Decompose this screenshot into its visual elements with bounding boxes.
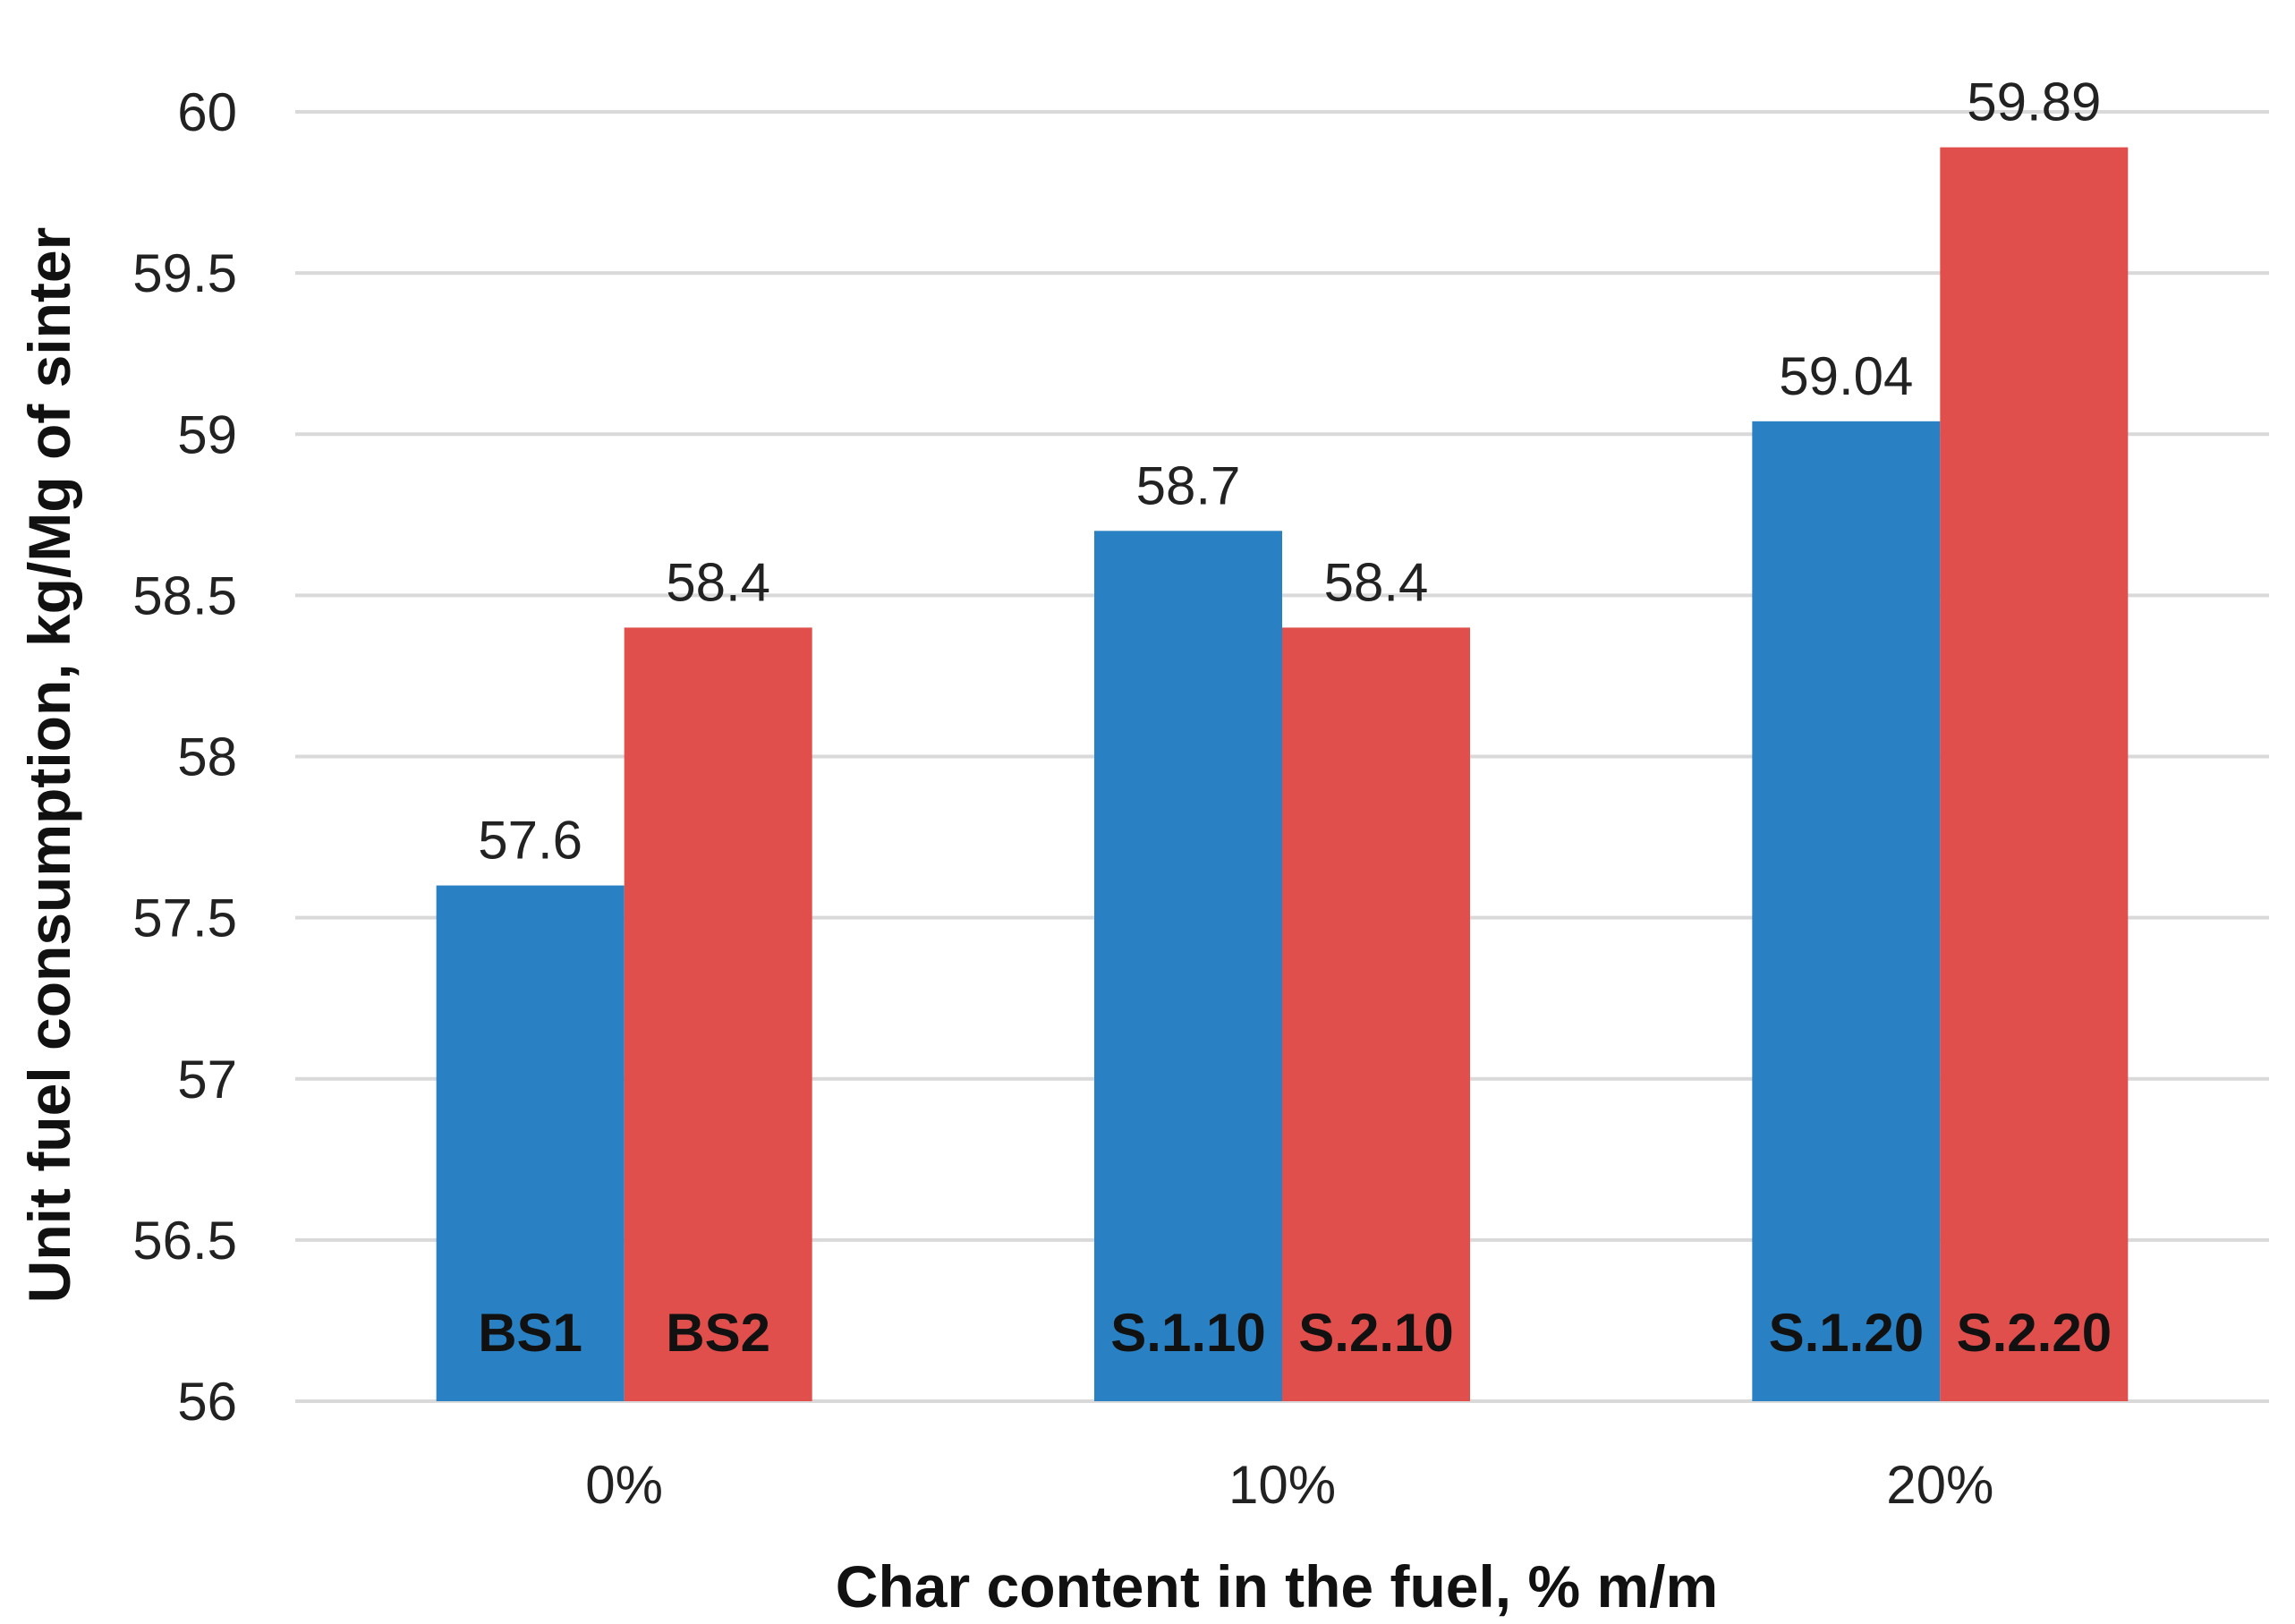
sample-label: S.1.10 — [1110, 1303, 1265, 1363]
data-label: 59.89 — [1967, 72, 2101, 132]
sample-label: S.1.20 — [1769, 1303, 1924, 1363]
value-labels: 57.6 58.4 58.7 58.4 59.04 59.89 — [478, 72, 2101, 871]
x-tick-label: 20% — [1886, 1455, 1993, 1515]
data-label: 59.04 — [1779, 346, 1913, 406]
y-tick-label: 57.5 — [132, 889, 237, 948]
x-axis-title: Char content in the fuel, % m/m — [836, 1553, 1718, 1620]
sample-label: S.2.20 — [1957, 1303, 2112, 1363]
sample-label: BS1 — [478, 1303, 582, 1363]
data-label: 57.6 — [478, 811, 582, 871]
bar — [436, 885, 625, 1401]
sample-labels: BS1 BS2 S.1.10 S.2.10 S.1.20 S.2.20 — [478, 1303, 2112, 1363]
y-tick-label: 58.5 — [132, 565, 237, 625]
y-tick-label: 57 — [177, 1050, 237, 1110]
data-label: 58.4 — [1324, 552, 1429, 612]
bar — [1752, 421, 1941, 1402]
x-axis-ticks: 0% 10% 20% — [585, 1455, 1993, 1515]
y-tick-label: 59.5 — [132, 243, 237, 303]
x-tick-label: 10% — [1228, 1455, 1336, 1515]
data-label: 58.7 — [1136, 455, 1241, 515]
bar — [1094, 531, 1282, 1401]
y-tick-label: 58 — [177, 727, 237, 787]
y-tick-label: 60 — [177, 82, 237, 142]
y-tick-label: 56 — [177, 1372, 237, 1432]
data-label: 58.4 — [666, 552, 770, 612]
bar — [624, 627, 812, 1401]
x-tick-label: 0% — [585, 1455, 663, 1515]
sample-label: S.2.10 — [1298, 1303, 1453, 1363]
sample-label: BS2 — [666, 1303, 770, 1363]
y-axis-title: Unit fuel consumption, kg/Mg of sinter — [16, 227, 82, 1304]
y-tick-label: 59 — [177, 404, 237, 464]
y-axis-ticks: 56 56.5 57 57.5 58 58.5 59 59.5 60 — [132, 82, 237, 1432]
y-tick-label: 56.5 — [132, 1211, 237, 1271]
bars — [436, 147, 2129, 1402]
bar — [1282, 627, 1470, 1401]
bar — [1940, 147, 2129, 1402]
